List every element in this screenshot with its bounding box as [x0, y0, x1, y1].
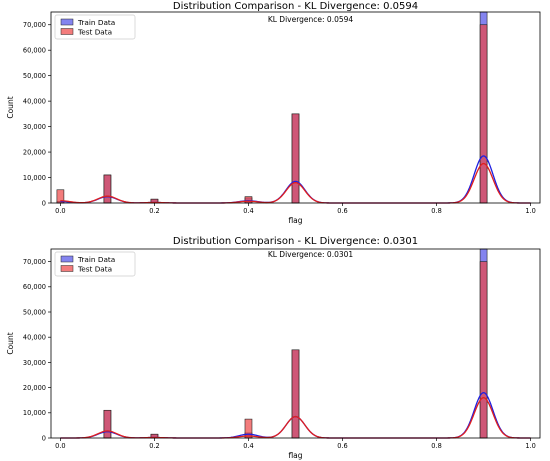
bar-test-data [291, 113, 300, 204]
x-tick-label: 0.4 [243, 207, 254, 215]
y-tick-label: 30,000 [23, 359, 46, 367]
bar-test-data [244, 418, 253, 439]
x-tick-label: 0.2 [149, 207, 160, 215]
bar-test-data [479, 261, 488, 439]
chart-title: Distribution Comparison - KL Divergence:… [173, 236, 418, 247]
x-tick-label: 0.8 [431, 207, 442, 215]
legend-swatch [60, 255, 74, 263]
x-tick-label: 0.6 [337, 442, 348, 450]
y-tick-label: 30,000 [23, 123, 46, 131]
bar-test-data [479, 24, 488, 204]
y-tick-label: 60,000 [23, 47, 46, 55]
y-tick-label: 10,000 [23, 409, 46, 417]
legend-label: Test Data [77, 265, 112, 274]
bars [103, 248, 488, 439]
x-tick-label: 1.0 [525, 207, 536, 215]
x-tick-label: 0.6 [337, 207, 348, 215]
chart-panel-bottom: Distribution Comparison - KL Divergence:… [6, 236, 541, 460]
y-tick-label: 50,000 [23, 72, 46, 80]
y-tick-label: 50,000 [23, 308, 46, 316]
x-tick-label: 1.0 [525, 442, 536, 450]
y-tick-label: 10,000 [23, 174, 46, 182]
y-tick-label: 20,000 [23, 384, 46, 392]
chart-panel-top: Distribution Comparison - KL Divergence:… [6, 1, 541, 225]
y-tick-label: 60,000 [23, 283, 46, 291]
x-tick-label: 0.0 [55, 207, 66, 215]
legend-label: Test Data [77, 28, 112, 37]
plot-frame [50, 248, 541, 439]
legend-swatch [60, 18, 74, 26]
y-tick-label: 70,000 [23, 21, 46, 29]
x-tick-label: 0.8 [431, 442, 442, 450]
y-tick-label: 40,000 [23, 334, 46, 342]
legend-box [54, 251, 136, 277]
legend-swatch [60, 265, 74, 272]
bars [56, 11, 488, 204]
bar-test-data [103, 409, 112, 439]
x-tick-label: 0.0 [55, 442, 66, 450]
y-axis-label: Count [6, 96, 15, 118]
y-axis-label: Count [6, 332, 15, 354]
plot-frame [50, 11, 541, 204]
y-tick-label: 0 [42, 199, 46, 207]
bar-test-data [291, 349, 300, 439]
legend-swatch [60, 28, 74, 35]
chart-annotation: KL Divergence: 0.0301 [268, 250, 354, 259]
bar-test-data [244, 196, 253, 204]
legend-box [54, 14, 136, 40]
y-tick-label: 70,000 [23, 258, 46, 266]
legend-label: Train Data [77, 255, 115, 264]
bar-test-data [103, 174, 112, 204]
x-axis-label: flag [288, 216, 302, 225]
legend-label: Train Data [77, 18, 115, 27]
x-tick-label: 0.2 [149, 442, 160, 450]
x-axis-label: flag [288, 451, 302, 460]
y-tick-label: 0 [42, 434, 46, 442]
chart-title: Distribution Comparison - KL Divergence:… [173, 1, 418, 12]
x-tick-label: 0.4 [243, 442, 254, 450]
chart-annotation: KL Divergence: 0.0594 [268, 15, 354, 24]
y-tick-label: 40,000 [23, 98, 46, 106]
y-tick-label: 20,000 [23, 148, 46, 156]
